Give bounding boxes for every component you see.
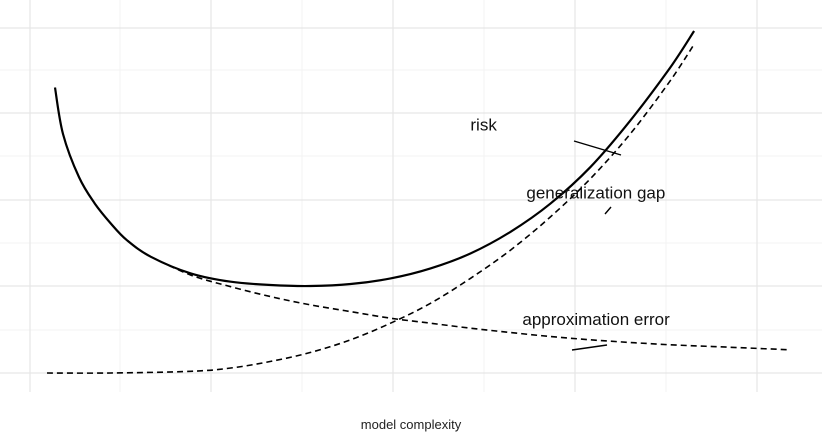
x-axis-label: model complexity	[361, 417, 462, 432]
annotation-risk: risk	[470, 116, 497, 135]
annotation-leader-line	[571, 344, 608, 351]
annotation-approximation-error: approximation error	[522, 310, 670, 329]
series-generalization-gap-line	[46, 43, 695, 374]
series-approximation-error-line	[150, 256, 791, 351]
grid	[0, 0, 822, 392]
annotation-leader-line	[573, 140, 622, 156]
annotations: risk generalization gap approximation erro…	[470, 116, 670, 351]
annotation-leader-line	[604, 206, 612, 215]
series-risk-line	[53, 30, 696, 288]
annotation-generalization-gap: generalization gap	[526, 184, 665, 203]
series-lines	[46, 30, 791, 374]
